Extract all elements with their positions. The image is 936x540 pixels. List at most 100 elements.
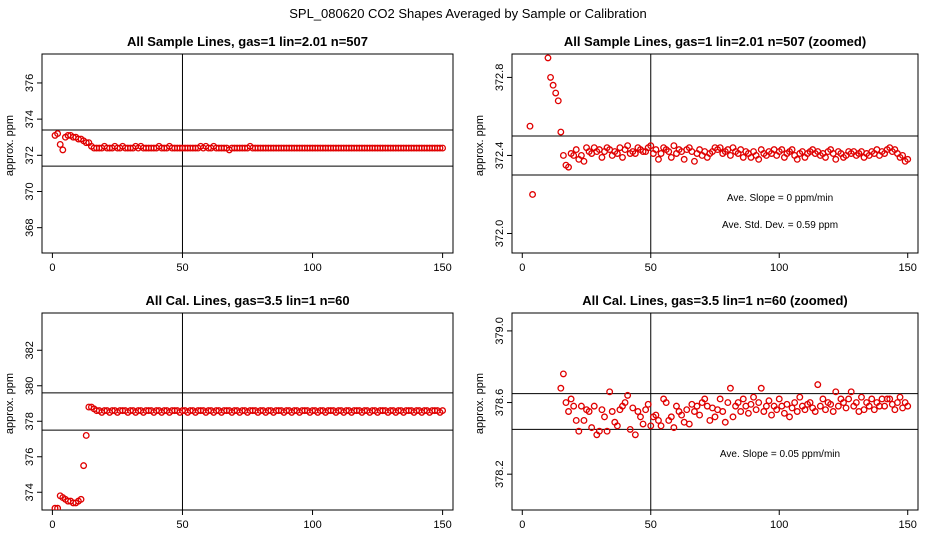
data-point — [773, 406, 781, 414]
data-point — [814, 381, 822, 389]
data-point — [54, 130, 62, 138]
data-point — [526, 122, 534, 130]
data-point — [647, 142, 655, 150]
y-tick-label: 382 — [24, 341, 36, 359]
annotation-text: Ave. Std. Dev. = 0.59 ppm — [722, 220, 838, 231]
data-point — [577, 152, 585, 159]
y-axis-label: approx. ppm — [474, 373, 486, 434]
panel-4: All Cal. Lines, gas=3.5 lin=1 n=60 (zoom… — [474, 293, 919, 531]
data-point — [598, 406, 606, 414]
x-tick-label: 150 — [433, 262, 451, 274]
data-point — [673, 402, 680, 410]
data-point — [724, 399, 732, 406]
data-point — [845, 395, 853, 403]
data-point — [750, 393, 757, 401]
data-point — [619, 153, 626, 161]
data-point — [783, 400, 791, 408]
data-point — [59, 146, 67, 154]
panel-title: All Sample Lines, gas=1 lin=2.01 n=507 (… — [564, 34, 866, 49]
data-point — [904, 155, 912, 163]
data-point — [752, 406, 760, 414]
y-tick-label: 372.0 — [494, 220, 506, 248]
data-point — [886, 395, 894, 403]
data-point — [744, 409, 752, 417]
data-point — [642, 406, 650, 414]
point-series — [51, 403, 447, 510]
x-tick-label: 0 — [519, 262, 525, 274]
x-tick-label: 50 — [645, 262, 657, 274]
data-point — [816, 402, 824, 410]
plot-frame — [511, 312, 919, 511]
data-point — [755, 399, 763, 406]
data-point — [436, 144, 444, 152]
data-point — [621, 399, 629, 406]
data-point — [726, 152, 734, 159]
data-point — [575, 427, 583, 435]
data-point — [82, 432, 90, 439]
x-tick-label: 0 — [519, 519, 525, 531]
data-point — [608, 408, 616, 415]
data-point — [631, 150, 639, 157]
panel-title: All Cal. Lines, gas=3.5 lin=1 n=60 (zoom… — [582, 293, 848, 308]
plot-frame — [41, 312, 454, 511]
data-point — [572, 417, 580, 424]
data-point — [565, 408, 572, 415]
data-point — [557, 128, 565, 136]
data-point — [655, 155, 662, 163]
x-tick-label: 50 — [176, 519, 188, 531]
data-point — [547, 73, 554, 81]
x-tick-label: 50 — [176, 262, 188, 274]
data-point — [680, 155, 688, 163]
data-point — [780, 409, 788, 417]
data-point — [899, 152, 907, 159]
data-point — [667, 153, 675, 161]
y-tick-label: 374 — [24, 483, 36, 501]
data-point — [883, 395, 891, 403]
data-point — [822, 406, 829, 414]
data-point — [606, 388, 614, 396]
data-point — [721, 418, 729, 426]
data-point — [811, 408, 819, 415]
data-point — [624, 391, 632, 399]
data-point — [832, 155, 840, 163]
data-point — [585, 408, 593, 415]
data-point — [737, 408, 745, 415]
data-point — [54, 504, 62, 510]
data-point — [819, 395, 827, 403]
data-point — [865, 402, 873, 410]
data-point — [793, 408, 801, 415]
data-point — [852, 399, 860, 406]
data-point — [588, 424, 596, 432]
data-point — [693, 402, 701, 410]
data-point — [716, 395, 724, 403]
data-point — [762, 402, 770, 410]
data-point — [696, 411, 704, 419]
panel-title: All Cal. Lines, gas=3.5 lin=1 n=60 — [145, 293, 349, 308]
data-point — [806, 399, 814, 406]
data-point — [577, 402, 585, 410]
data-point — [834, 402, 842, 410]
data-point — [559, 370, 567, 378]
x-tick-label: 0 — [49, 262, 55, 274]
data-point — [82, 139, 90, 147]
panel-1: All Sample Lines, gas=1 lin=2.01 n=507 0 5… — [4, 34, 454, 274]
data-point — [570, 402, 578, 410]
y-tick-label: 372.4 — [494, 142, 506, 170]
data-point — [893, 399, 901, 406]
data-point — [655, 417, 662, 424]
data-point — [726, 384, 734, 392]
data-point — [891, 406, 899, 414]
data-point — [639, 420, 647, 428]
y-tick-label: 368 — [24, 218, 36, 236]
data-point — [706, 417, 714, 424]
data-point — [598, 153, 606, 161]
data-point — [711, 413, 719, 421]
y-axis-label: approx. ppm — [474, 115, 486, 176]
data-point — [860, 406, 868, 414]
data-point — [601, 413, 608, 421]
y-tick-label: 376 — [24, 448, 36, 466]
data-point — [670, 142, 678, 150]
y-tick-label: 379.0 — [494, 317, 506, 345]
data-point — [904, 402, 912, 410]
data-point — [51, 504, 59, 510]
